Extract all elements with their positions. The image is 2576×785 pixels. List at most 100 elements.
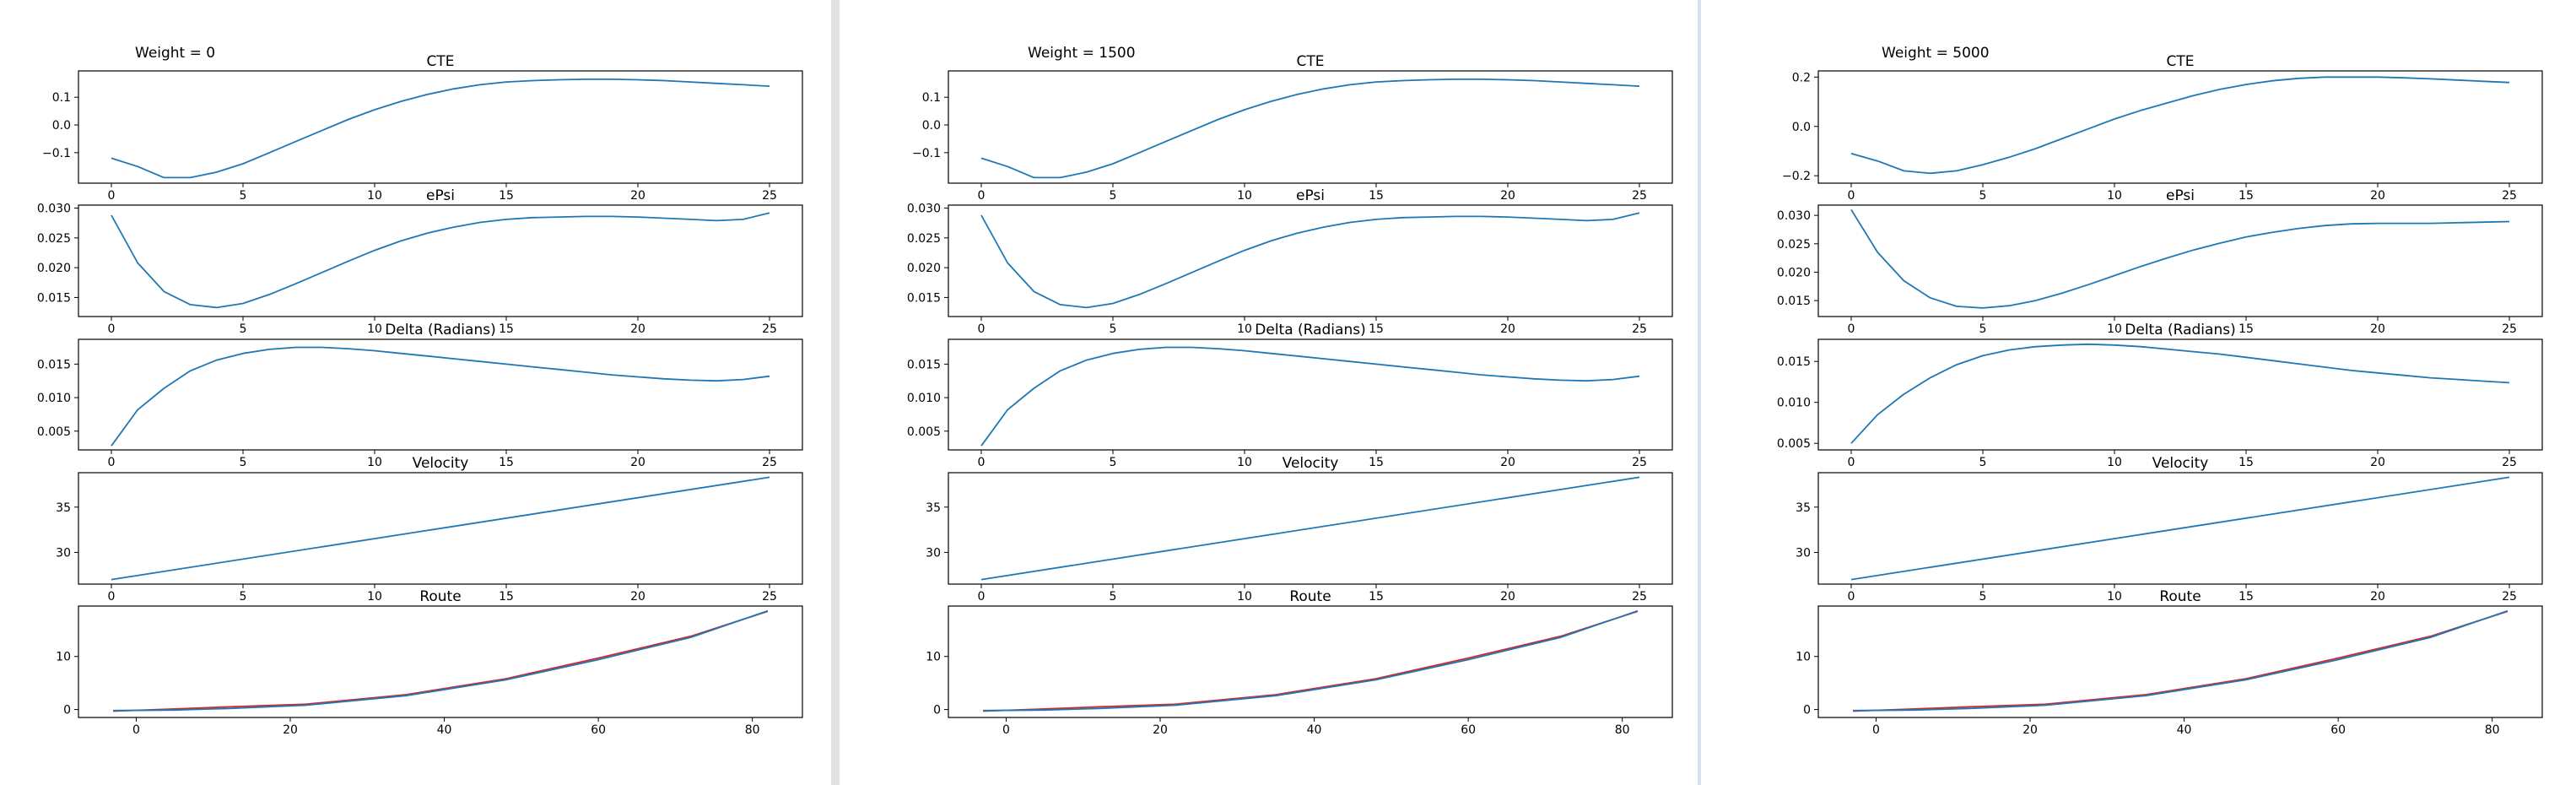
x-tick-label: 20 xyxy=(1500,322,1515,336)
x-tick-label: 15 xyxy=(499,189,514,203)
x-tick-label: 0 xyxy=(108,590,116,604)
x-tick-label: 15 xyxy=(1369,590,1384,604)
x-tick-label: 25 xyxy=(1632,590,1647,604)
subplot-title: CTE xyxy=(2167,53,2195,70)
x-tick-label: 10 xyxy=(367,590,382,604)
y-tick-label: −0.2 xyxy=(1782,170,1811,183)
x-tick-label: 20 xyxy=(1153,723,1168,737)
subplot: ePsi 0 5 10 15 20 25 0.015 0.020 0.025 0.030 xyxy=(37,187,803,336)
series-line xyxy=(111,476,770,581)
series-line xyxy=(1850,76,2510,175)
y-tick-label: −0.1 xyxy=(42,147,71,160)
y-tick-label: 0.010 xyxy=(37,392,71,405)
x-tick-label: 10 xyxy=(1237,590,1252,604)
x-tick-label: 5 xyxy=(1110,189,1117,203)
y-tick-label: 0.025 xyxy=(1777,238,1811,252)
x-tick-label: 0 xyxy=(1002,723,1010,737)
x-tick-label: 10 xyxy=(1237,456,1252,469)
subplot: CTE 0 5 10 15 20 25 −0.1 0.0 0.1 xyxy=(42,53,803,203)
series-line xyxy=(1850,208,2510,309)
x-tick-label: 20 xyxy=(2370,590,2385,604)
y-tick-label: 10 xyxy=(56,651,71,664)
subplot: Delta (Radians) 0 5 10 15 20 25 0.005 0.010 0.015 xyxy=(1777,322,2543,469)
x-tick-label: 20 xyxy=(1500,189,1515,203)
y-tick-label: 0.020 xyxy=(37,262,71,275)
x-tick-label: 0 xyxy=(108,456,116,469)
axes-frame xyxy=(1817,204,2543,317)
subplot-title: CTE xyxy=(427,53,455,70)
x-tick-label: 20 xyxy=(2022,723,2038,737)
x-tick-label: 0 xyxy=(1872,723,1880,737)
window-divider xyxy=(1698,0,1701,785)
x-tick-label: 25 xyxy=(2502,322,2517,336)
x-tick-label: 15 xyxy=(499,322,514,336)
y-tick-label: 0.025 xyxy=(37,232,71,246)
x-tick-label: 0 xyxy=(1848,322,1855,336)
x-tick-label: 10 xyxy=(2107,322,2122,336)
x-tick-label: 10 xyxy=(2107,590,2122,604)
series-line xyxy=(1850,476,2510,581)
x-tick-label: 25 xyxy=(1632,456,1647,469)
x-tick-label: 60 xyxy=(1461,723,1476,737)
y-tick-label: 0 xyxy=(63,704,71,717)
y-tick-label: 35 xyxy=(926,501,941,515)
subplot-title: Route xyxy=(419,588,461,605)
x-tick-label: 10 xyxy=(1237,322,1252,336)
figure-window: Weight = 5000 CTE 0 5 10 15 20 25 −0.2 0.0 0.2 ePsi… xyxy=(1777,45,2543,737)
x-tick-label: 80 xyxy=(1615,723,1630,737)
subplot: ePsi 0 5 10 15 20 25 0.015 0.020 0.025 0.030 xyxy=(1777,187,2543,336)
x-tick-label: 20 xyxy=(2370,189,2385,203)
weight-label: Weight = 0 xyxy=(135,45,215,62)
x-tick-label: 25 xyxy=(762,322,777,336)
subplot-title: Velocity xyxy=(1283,455,1339,472)
x-tick-label: 5 xyxy=(240,456,247,469)
y-tick-label: 0.015 xyxy=(1777,355,1811,369)
x-tick-label: 5 xyxy=(240,189,247,203)
x-tick-label: 60 xyxy=(2330,723,2346,737)
x-tick-label: 15 xyxy=(1369,456,1384,469)
x-tick-label: 15 xyxy=(2238,189,2254,203)
x-tick-label: 15 xyxy=(499,590,514,604)
subplot-title: Delta (Radians) xyxy=(2125,322,2235,338)
axes-frame xyxy=(1817,472,2543,585)
series-line xyxy=(980,212,1640,309)
y-tick-label: 0.005 xyxy=(37,425,71,439)
axes-frame xyxy=(78,204,803,317)
subplot-title: Route xyxy=(2159,588,2201,605)
x-tick-label: 0 xyxy=(108,189,116,203)
subplot: Velocity 0 5 10 15 20 25 30 35 xyxy=(926,455,1673,604)
subplot-title: ePsi xyxy=(2166,187,2195,204)
y-tick-label: 0.015 xyxy=(1777,295,1811,308)
x-tick-label: 10 xyxy=(2107,456,2122,469)
y-tick-label: 0.030 xyxy=(907,203,941,216)
x-tick-label: 15 xyxy=(2238,590,2254,604)
x-tick-label: 20 xyxy=(2370,456,2385,469)
axes-frame xyxy=(948,338,1673,451)
route-reference-line xyxy=(113,610,769,712)
y-tick-label: 0.020 xyxy=(1777,266,1811,279)
x-tick-label: 25 xyxy=(762,456,777,469)
series-line xyxy=(1850,343,2510,444)
subplot: Route 0 20 40 60 80 0 10 xyxy=(926,588,1673,737)
y-tick-label: 0 xyxy=(1803,704,1811,717)
route-vehicle-line xyxy=(113,609,769,712)
x-tick-label: 80 xyxy=(2485,723,2500,737)
axes-frame xyxy=(78,605,803,718)
x-tick-label: 5 xyxy=(1110,456,1117,469)
x-tick-label: 5 xyxy=(1979,322,1987,336)
x-tick-label: 25 xyxy=(2502,189,2517,203)
series-line xyxy=(111,78,770,179)
y-tick-label: 0.015 xyxy=(37,358,71,371)
y-tick-label: 0.0 xyxy=(922,119,941,133)
x-tick-label: 15 xyxy=(2238,322,2254,336)
route-vehicle-line xyxy=(1853,609,2508,712)
y-tick-label: 35 xyxy=(1796,501,1811,515)
y-tick-label: 0.030 xyxy=(37,203,71,216)
x-tick-label: 10 xyxy=(2107,189,2122,203)
window-divider xyxy=(831,0,840,785)
x-tick-label: 40 xyxy=(1307,723,1322,737)
subplot: Delta (Radians) 0 5 10 15 20 25 0.005 0.010 0.015 xyxy=(37,322,803,469)
weight-label: Weight = 5000 xyxy=(1882,45,1990,62)
x-tick-label: 20 xyxy=(1500,590,1515,604)
